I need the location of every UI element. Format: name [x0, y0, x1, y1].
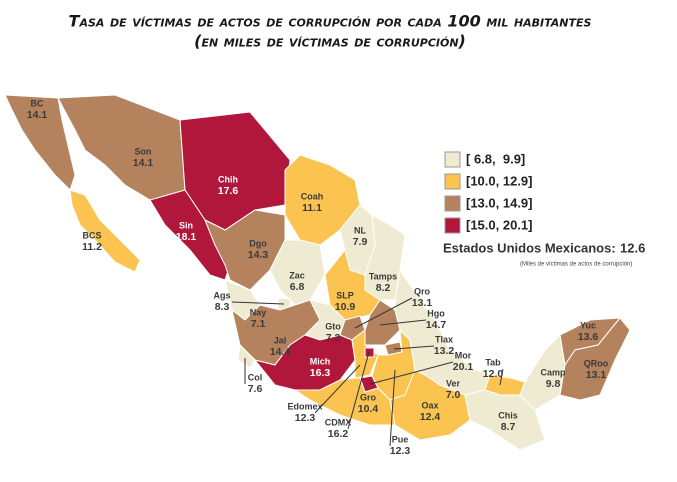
state-shape [559, 317, 631, 401]
state-value: 10.4 [358, 403, 379, 415]
state-name: Chih [218, 174, 238, 184]
state-name: Jal [274, 335, 287, 345]
state-value: 12.0 [483, 368, 504, 380]
map-subtitle: (en miles de víctimas de corrupción) [194, 32, 466, 51]
state-value: 13.6 [578, 331, 599, 343]
state-value: 11.2 [82, 241, 102, 253]
leader-line [314, 364, 361, 414]
state-value: 7.6 [248, 383, 263, 395]
state-name: Yuc [580, 320, 596, 330]
state-name: Tab [485, 357, 501, 367]
leader-line [369, 361, 454, 385]
state-name: Hgo [427, 308, 445, 318]
map-title: Tasa de víctimas de actos de corrupción … [69, 12, 592, 31]
state-value: 12.4 [420, 411, 441, 423]
leader-line [389, 369, 396, 447]
state-name: Tlax [435, 334, 453, 344]
state-value: 17.6 [218, 185, 239, 197]
state-name: Son [135, 146, 152, 156]
state-value: 8.2 [376, 282, 391, 294]
state-value: 6.8 [290, 281, 305, 293]
state-value: 10.9 [335, 301, 356, 313]
state-name: Chis [498, 410, 518, 420]
state-value: 14.4 [270, 346, 291, 358]
legend-label: [ 6.8, 9.9] [466, 151, 525, 166]
state-value: 16.3 [310, 367, 331, 379]
national-note: (Miles de víctimas de actos de corrupció… [520, 262, 632, 268]
state-name: Sin [179, 220, 193, 230]
legend-swatch [444, 195, 461, 212]
legend-label: [10.0, 12.9] [466, 173, 533, 188]
state-name: Mor [455, 350, 472, 360]
state-value: 9.8 [546, 378, 561, 390]
state-shape [4, 94, 76, 191]
state-value: 7.1 [251, 318, 266, 330]
state-value: 7.9 [353, 236, 368, 248]
state-name: Col [248, 372, 263, 382]
state-shape [293, 377, 396, 426]
state-name: Gro [360, 392, 377, 402]
state-value: 13.1 [412, 297, 433, 309]
state-name: Nay [250, 307, 267, 317]
legend-label: [15.0, 20.1] [466, 217, 533, 232]
state-value: 11.1 [302, 202, 322, 214]
leader-line [347, 351, 370, 430]
legend: [ 6.8, 9.9] [10.0, 12.9] [13.0, 14.9] [15.0… [444, 151, 533, 234]
state-name: QRoo [584, 358, 609, 368]
state-name: Ags [213, 290, 230, 300]
state-shape [464, 389, 546, 451]
national-value: 12.6 [620, 240, 645, 255]
leader-line [354, 297, 413, 329]
state-value: 14.1 [133, 157, 154, 169]
state-value: 7.0 [446, 389, 461, 401]
state-name: Gto [325, 321, 341, 331]
state-value: 14.1 [27, 109, 48, 121]
legend-swatch [444, 217, 461, 234]
state-name: BC [31, 98, 44, 108]
state-name: Ver [446, 378, 461, 388]
state-name: Mich [310, 356, 331, 366]
state-name: BCS [82, 230, 101, 240]
state-name: Zac [289, 270, 305, 280]
state-value: 8.3 [215, 301, 230, 313]
legend-label: [13.0, 14.9] [466, 195, 533, 210]
state-value: 14.3 [248, 249, 269, 261]
state-name: Coah [301, 191, 324, 201]
state-value: 12.3 [295, 412, 316, 424]
leader-line [231, 301, 285, 305]
state-name: Camp [540, 367, 566, 377]
state-value: 20.1 [453, 361, 474, 373]
state-value: 18.1 [176, 231, 197, 243]
state-value: 16.2 [328, 428, 349, 440]
state-shape [237, 343, 256, 369]
state-name: SLP [336, 290, 354, 300]
state-value: 8.7 [501, 421, 516, 433]
leader-line [499, 368, 504, 386]
state-value: 14.7 [426, 319, 447, 331]
state-shape [69, 189, 141, 273]
state-name: Qro [414, 286, 431, 296]
state-value: 12.3 [390, 445, 411, 457]
state-shape [364, 214, 406, 301]
legend-swatch [444, 151, 461, 168]
leader-line [379, 319, 427, 326]
state-shape [364, 347, 375, 358]
leader-line [393, 345, 435, 350]
state-name: Pue [392, 434, 409, 444]
state-name: CDMX [325, 417, 352, 427]
states [4, 94, 631, 451]
legend-swatch [444, 173, 461, 190]
state-name: Edomex [287, 401, 322, 411]
state-value: 13.1 [586, 369, 607, 381]
state-value: 13.2 [434, 345, 455, 357]
state-name: Tamps [369, 271, 397, 281]
state-name: Oax [421, 400, 438, 410]
national-label: Estados Unidos Mexicanos: [443, 240, 616, 255]
state-value: 7.3 [326, 332, 341, 344]
state-name: Dgo [249, 238, 267, 248]
state-name: NL [354, 225, 366, 235]
